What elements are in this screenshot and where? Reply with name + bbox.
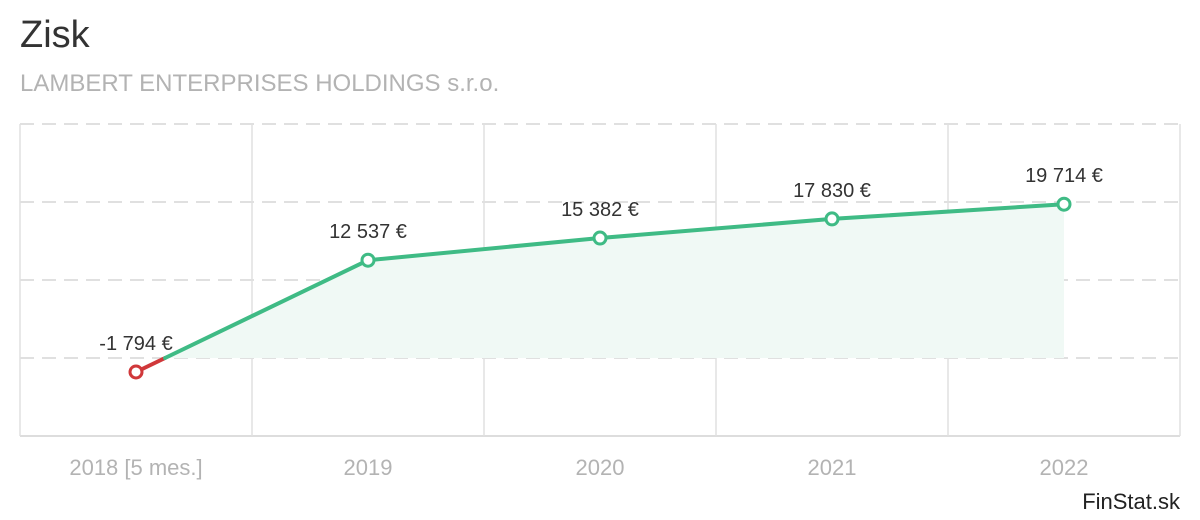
x-tick-label: 2019 (344, 455, 393, 480)
data-point (360, 252, 376, 268)
data-label: 15 382 € (561, 199, 639, 221)
data-label: 19 714 € (1025, 165, 1103, 187)
data-labels: -1 794 € 12 537 € 15 382 € 17 830 € 19 714 € (99, 165, 1103, 355)
area-fill (165, 204, 1065, 358)
x-axis-ticks: 2018 [5 mes.] 2019 2020 2021 2022 (69, 455, 1088, 480)
x-tick-label: 2018 [5 mes.] (69, 455, 202, 480)
data-point (128, 364, 144, 380)
data-label: 12 537 € (329, 221, 407, 243)
data-point (1056, 196, 1072, 212)
chart-subtitle: LAMBERT ENTERPRISES HOLDINGS s.r.o. (20, 70, 500, 97)
positive-area (165, 204, 1065, 358)
x-tick-label: 2022 (1040, 455, 1089, 480)
data-label: 17 830 € (793, 180, 871, 202)
data-point (824, 211, 840, 227)
data-label: -1 794 € (99, 333, 172, 355)
data-points (128, 196, 1072, 380)
x-tick-label: 2021 (808, 455, 857, 480)
credit-link[interactable]: FinStat.sk (1082, 489, 1180, 514)
x-tick-label: 2020 (576, 455, 625, 480)
data-point (592, 230, 608, 246)
chart-title: Zisk (20, 14, 90, 56)
